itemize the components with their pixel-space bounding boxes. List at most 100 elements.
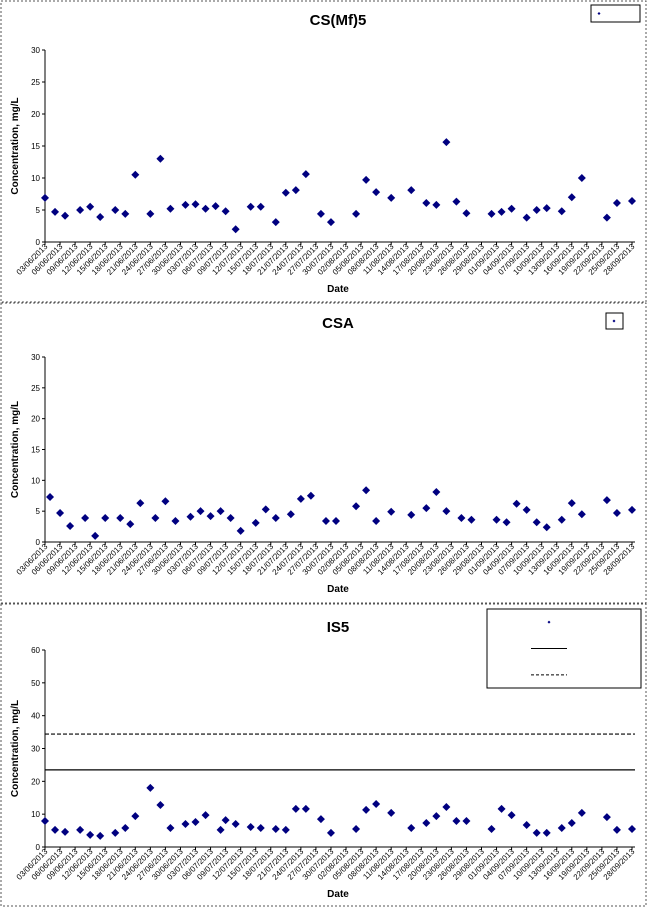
y-tick-label: 20 <box>31 110 40 119</box>
data-point <box>362 805 371 814</box>
data-point <box>326 218 335 227</box>
data-point <box>602 213 611 222</box>
data-point <box>372 517 381 526</box>
chart-title: IS5 <box>327 619 350 636</box>
x-axis-label: Date <box>327 584 349 595</box>
data-point <box>362 486 371 495</box>
data-point <box>432 488 441 497</box>
data-point <box>191 818 200 827</box>
data-point <box>407 510 416 519</box>
legend-marker <box>597 12 601 15</box>
data-point <box>352 824 361 833</box>
data-point <box>256 202 265 211</box>
data-point <box>161 497 170 506</box>
data-point <box>216 825 225 834</box>
data-point <box>462 817 471 826</box>
data-point <box>206 512 215 521</box>
y-axis-label: Concentration, mg/L <box>10 700 21 797</box>
data-point <box>126 520 135 529</box>
y-tick-label: 5 <box>36 206 41 215</box>
data-point <box>602 813 611 822</box>
data-point <box>156 800 165 809</box>
data-point <box>166 823 175 832</box>
y-tick-label: 0 <box>36 238 41 247</box>
panel-border <box>0 603 647 907</box>
data-point <box>532 206 541 214</box>
data-point <box>557 207 566 216</box>
data-point <box>407 823 416 832</box>
data-point <box>111 828 120 837</box>
y-axis-label: Concentration, mg/L <box>10 401 21 498</box>
y-tick-label: 20 <box>31 415 40 424</box>
data-point <box>301 170 310 179</box>
data-point <box>156 154 165 163</box>
data-point <box>532 518 541 527</box>
data-point <box>236 526 245 535</box>
panel-border <box>0 302 647 604</box>
data-point <box>221 207 230 216</box>
data-point <box>76 825 85 834</box>
data-point <box>61 827 70 836</box>
data-point <box>522 821 531 830</box>
data-point <box>352 502 361 511</box>
data-point <box>507 204 516 213</box>
data-point <box>492 515 501 524</box>
data-point <box>61 211 70 220</box>
data-point <box>612 509 621 518</box>
y-tick-label: 50 <box>31 679 40 688</box>
data-point <box>131 170 140 179</box>
chart-title: CSA <box>322 315 354 332</box>
data-point <box>196 507 205 516</box>
y-tick-label: 10 <box>31 476 40 485</box>
data-point <box>81 513 90 522</box>
panel-border <box>0 0 647 303</box>
y-tick-label: 10 <box>31 810 40 819</box>
data-point <box>136 499 145 508</box>
data-point <box>452 197 461 206</box>
data-point <box>101 513 110 522</box>
data-point <box>542 523 551 532</box>
y-tick-label: 40 <box>31 712 40 721</box>
data-point <box>116 513 125 522</box>
data-point <box>522 505 531 514</box>
data-point <box>612 825 621 834</box>
data-point <box>628 197 636 206</box>
data-point <box>387 507 396 516</box>
data-point <box>362 175 371 184</box>
data-point <box>121 209 130 218</box>
data-point <box>442 507 451 516</box>
data-point <box>352 209 361 218</box>
data-point <box>628 824 636 833</box>
data-point <box>246 202 255 211</box>
data-point <box>146 209 155 218</box>
data-point <box>462 209 471 218</box>
data-point <box>186 512 195 521</box>
data-point <box>66 521 75 530</box>
data-point <box>171 517 180 526</box>
data-point <box>216 507 225 516</box>
data-point <box>442 138 451 147</box>
data-point <box>231 225 240 234</box>
legend-box <box>590 4 641 23</box>
data-point <box>567 193 576 202</box>
data-point <box>51 207 60 216</box>
data-point <box>316 815 325 824</box>
data-point <box>442 802 451 811</box>
data-point <box>372 799 381 808</box>
data-point <box>261 505 270 514</box>
data-point <box>628 505 636 514</box>
data-point <box>321 517 330 526</box>
data-point <box>131 812 140 821</box>
data-point <box>121 823 130 832</box>
y-tick-label: 60 <box>31 646 40 655</box>
y-tick-label: 30 <box>31 745 40 754</box>
data-point <box>221 816 230 825</box>
data-point <box>487 209 496 218</box>
data-point <box>602 496 611 505</box>
data-point <box>181 200 190 209</box>
data-point <box>301 804 310 813</box>
data-point <box>76 206 85 214</box>
data-point <box>271 824 280 833</box>
y-tick-label: 15 <box>31 142 40 151</box>
